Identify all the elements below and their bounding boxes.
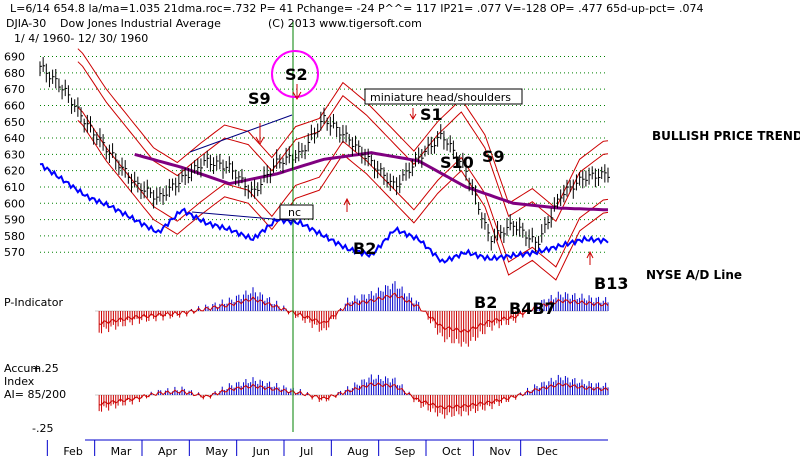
month-label: Jul	[299, 445, 313, 458]
y-tick-label: 650	[4, 116, 25, 129]
y-tick-label: 660	[4, 99, 25, 112]
y-tick-label: 600	[4, 197, 25, 210]
signal-s10: S10	[440, 153, 474, 172]
signal-s9-may: S9	[248, 89, 271, 108]
copyright: (C) 2013 www.tigersoft.com	[268, 17, 422, 30]
y-tick-label: 690	[4, 51, 25, 64]
y-tick-label: 630	[4, 148, 25, 161]
signal-b2-oct: B2	[474, 293, 497, 312]
y-tick-label: 610	[4, 181, 25, 194]
signal-b4-b7: B4B7	[509, 299, 556, 318]
head-shoulders-label: miniature head/shoulders	[370, 91, 511, 104]
accum-label-1: Accum	[4, 362, 41, 375]
band-line	[77, 61, 609, 222]
signal-b13: B13	[594, 274, 628, 293]
ma-line	[134, 151, 609, 212]
y-tick-label: 580	[4, 230, 25, 243]
accum-index-panel	[95, 374, 609, 419]
accum-label-2: Index	[4, 375, 35, 388]
nc-box	[279, 204, 314, 220]
head-shoulders-box	[364, 88, 523, 105]
month-label: Sep	[395, 445, 416, 458]
y-tick-label: 680	[4, 67, 25, 80]
month-label: May	[205, 445, 228, 458]
nc-label: nc	[288, 206, 301, 219]
s2-arrowhead	[292, 91, 302, 101]
band-line	[77, 48, 609, 209]
month-axis: Feb Mar Apr May Jun Jul Aug Sep Oct Nov Dec	[46, 439, 608, 458]
price-series	[39, 57, 610, 253]
index-name: Dow Jones Industrial Average	[60, 17, 221, 30]
trendline-upper	[189, 114, 293, 153]
bullish-trend-label: BULLISH PRICE TREND	[652, 129, 800, 143]
month-label: Dec	[537, 445, 558, 458]
month-label: Apr	[158, 445, 178, 458]
signal-s1: S1	[420, 105, 443, 124]
ad-line	[39, 162, 609, 264]
month-label: Aug	[347, 445, 368, 458]
ad-line-path	[39, 162, 609, 264]
month-label: Mar	[111, 445, 132, 458]
ticker: DJIA-30	[6, 17, 46, 30]
p-indicator-panel	[95, 281, 609, 347]
accum-tick-top: +.25	[32, 362, 59, 375]
date-range: 1/ 4/ 1960- 12/ 30/ 1960	[14, 32, 148, 45]
accum-tick-bottom: -.25	[32, 422, 53, 435]
s2-circle	[271, 50, 319, 98]
indicator-ma-line	[99, 381, 609, 410]
y-tick-label: 640	[4, 132, 25, 145]
ai-label: AI= 85/200	[4, 388, 66, 401]
indicator-ma-line	[99, 292, 609, 334]
header-metrics: L=6/14 654.8 la/ma=1.035 21dma.roc=.732 …	[10, 2, 704, 15]
signal-s9-sep: S9	[482, 147, 505, 166]
signal-s2: S2	[285, 65, 308, 84]
moving-average	[134, 151, 609, 212]
month-label: Oct	[442, 445, 462, 458]
p-indicator-label: P-Indicator	[4, 296, 63, 309]
y-axis-ticks: 690 680 670 660 650 640 630 620 610 600 590 580 570	[4, 51, 25, 260]
y-tick-label: 590	[4, 214, 25, 227]
month-label: Nov	[489, 445, 511, 458]
trendline-lower	[191, 211, 297, 222]
month-label: Feb	[63, 445, 82, 458]
signal-b2-jul: B2	[353, 239, 376, 258]
nyse-ad-label: NYSE A/D Line	[646, 268, 742, 282]
month-label: Jun	[252, 445, 270, 458]
y-tick-label: 570	[4, 246, 25, 259]
band-line	[77, 120, 609, 281]
y-tick-label: 670	[4, 83, 25, 96]
y-tick-label: 620	[4, 165, 25, 178]
